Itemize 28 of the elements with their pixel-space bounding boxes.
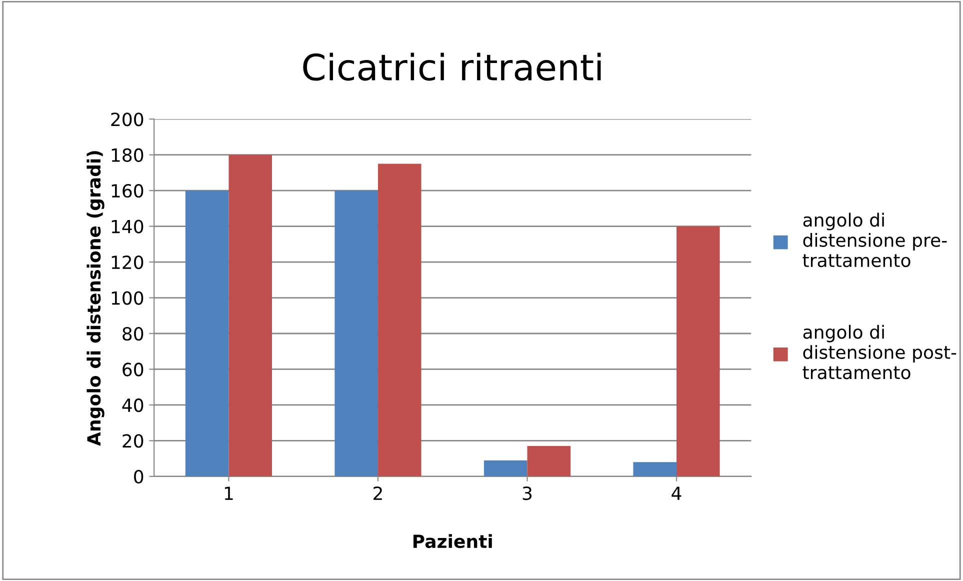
y-tick-label: 80 [122, 326, 144, 341]
x-tick-label: 3 [522, 486, 532, 500]
x-tick-label: 4 [672, 486, 682, 500]
bar [676, 226, 720, 476]
bar [228, 154, 272, 476]
y-tick-label: 180 [112, 148, 144, 162]
y-tick-label: 0 [134, 470, 144, 484]
bar [484, 460, 528, 476]
x-tick-label: 1 [224, 486, 233, 500]
chart-title: Cicatrici ritraenti [303, 52, 601, 81]
bar [633, 462, 677, 476]
x-axis-title: Pazienti [413, 534, 492, 548]
y-tick-label: 200 [111, 112, 144, 126]
y-tick-label: 60 [122, 362, 144, 376]
y-tick-label: 100 [112, 291, 144, 305]
bar [527, 446, 571, 476]
x-tick-label: 2 [374, 486, 382, 500]
y-tick-label: 140 [112, 220, 144, 234]
bar [185, 190, 229, 476]
legend-label: angolo di distensione pre-trattamento [802, 212, 947, 268]
y-axis-title: Angolo di distensione (gradi) [86, 151, 104, 446]
y-tick-label: 160 [112, 184, 144, 198]
y-tick-label: 40 [122, 398, 144, 412]
y-tick-label: 20 [122, 434, 144, 448]
y-tick-label: 120 [112, 255, 144, 270]
legend-label: angolo di distensione post-trattamento [802, 324, 956, 380]
bar [334, 190, 378, 476]
bar [378, 164, 422, 476]
